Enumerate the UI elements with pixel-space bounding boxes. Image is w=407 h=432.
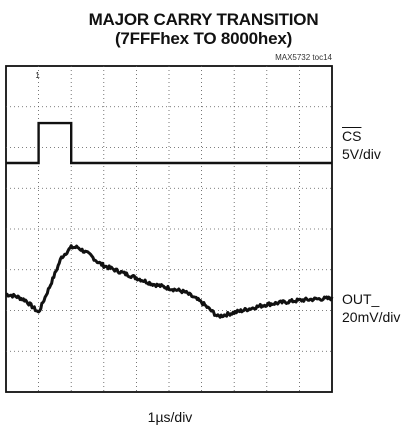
out-trace (5, 244, 334, 319)
chart-title: MAJOR CARRY TRANSITION (88, 10, 319, 29)
out-series-label: OUT_ (342, 291, 380, 307)
cs-series-label: CS (342, 128, 362, 144)
cs-scale-label: 5V/div (342, 146, 381, 162)
plot-frame (5, 65, 333, 393)
traces: 1 (5, 71, 334, 319)
chart-subtitle: (7FFFhex TO 8000hex) (114, 29, 293, 48)
x-axis-label: 1µs/div (147, 409, 193, 425)
cs-channel-marker: 1 (35, 71, 40, 80)
figure-code: MAX5732 toc14 (275, 53, 332, 62)
cs-trace (6, 121, 332, 165)
out-scale-label: 20mV/div (342, 309, 401, 325)
